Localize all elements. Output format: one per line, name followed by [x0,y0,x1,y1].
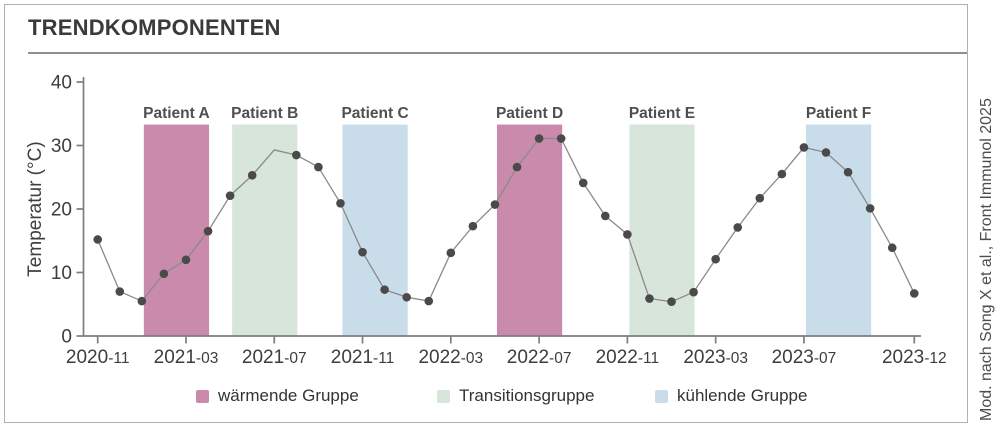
data-point [247,171,257,180]
data-point [468,221,478,231]
data-point [865,204,875,213]
legend-item-transition: Transitionsgruppe [437,386,594,406]
data-point [159,269,169,279]
data-point [887,243,897,253]
data-point [137,296,147,306]
y-tick-label: 0 [61,327,72,348]
page-title: TRENDKOMPONENTEN [28,15,281,40]
data-point [909,289,919,298]
data-point [645,294,654,303]
data-point [578,178,588,188]
data-point [733,223,743,232]
data-point [556,134,566,143]
data-point [203,226,213,236]
trend-line [97,137,915,303]
data-point [115,287,125,296]
y-tick-label: 10 [51,263,72,284]
data-point [424,296,434,306]
legend-label: Transitionsgruppe [459,386,595,405]
data-point [755,193,765,203]
data-point [711,254,720,264]
data-point [380,285,389,294]
data-point [292,150,301,160]
warm-group-swatch [196,389,209,403]
legend-item-cool: kühlende Gruppe [655,386,807,406]
y-tick-label: 20 [51,200,72,221]
data-point [821,148,831,157]
x-tick-label: 2021-11 [331,347,395,368]
x-tick-label: 2023-03 [683,347,748,368]
x-tick-label: 2021-07 [242,347,307,368]
x-tick-label: 2023-07 [772,347,837,368]
data-point [777,169,787,179]
patient-band-label: Patient B [231,105,298,122]
data-point [623,230,632,239]
transition-group-swatch [437,389,450,403]
y-axis-label: Temperatur (°C) [25,141,46,277]
data-point [314,162,323,172]
data-point [402,292,411,302]
patient-band-label: Patient A [143,105,210,122]
cool-group-swatch [655,389,668,403]
data-point [534,134,544,143]
data-point [601,211,610,221]
patient-band [496,124,563,336]
data-point [336,198,345,208]
patient-band-label: Patient C [341,105,408,122]
data-point [181,255,191,265]
data-point [667,297,676,307]
x-tick-label: 2021-03 [154,347,219,368]
legend-label: kühlende Gruppe [677,386,808,405]
patient-band [629,124,695,336]
patient-band [232,124,298,336]
x-tick-label: 2020-11 [66,347,130,368]
patient-band-label: Patient E [629,105,695,122]
x-tick-label: 2022-07 [507,347,572,368]
x-tick-label: 2022-03 [418,347,483,368]
data-point [225,191,235,200]
data-point [689,287,698,297]
title-divider [28,52,967,54]
y-tick-label: 30 [51,136,72,157]
patient-band [805,124,872,336]
patient-band-label: Patient F [806,105,871,122]
source-citation: Mod. nach Song X et al., Front Immunol 2… [978,98,995,421]
data-point [799,143,809,152]
data-point [490,200,500,209]
x-tick-label: 2022-11 [596,347,660,368]
data-point [358,247,367,257]
legend-label: wärmende Gruppe [218,386,359,405]
patient-band [143,124,210,336]
chart-legend: wärmende Gruppe Transitionsgruppe kühlen… [0,386,999,406]
data-point [512,162,522,172]
data-point [446,248,456,258]
data-point [93,235,102,244]
patient-band-label: Patient D [496,105,563,122]
legend-item-warm: wärmende Gruppe [196,386,359,406]
data-point [843,167,853,177]
y-tick-label: 40 [51,73,72,94]
x-tick-label: 2023-12 [882,347,947,368]
